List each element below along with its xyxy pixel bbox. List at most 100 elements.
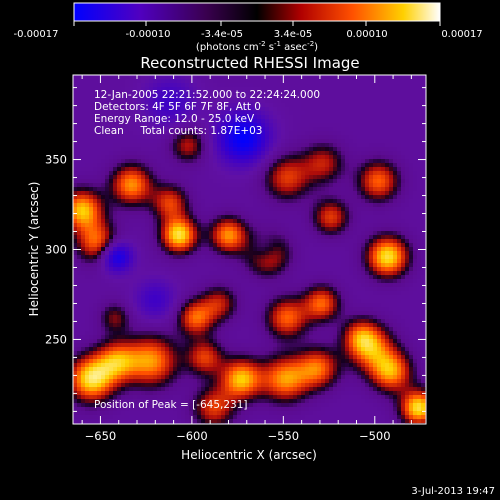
heatmap-cell bbox=[365, 239, 370, 244]
heatmap-cell bbox=[121, 263, 126, 268]
heatmap-cell bbox=[141, 107, 146, 112]
heatmap-cell bbox=[377, 195, 382, 200]
heatmap-cell bbox=[269, 263, 274, 268]
heatmap-cell bbox=[285, 247, 290, 252]
heatmap-cell bbox=[97, 279, 102, 284]
heatmap-cell bbox=[201, 119, 206, 124]
heatmap-cell bbox=[393, 103, 398, 108]
heatmap-cell bbox=[221, 91, 226, 96]
heatmap-cell bbox=[197, 231, 202, 236]
heatmap-cell bbox=[277, 139, 282, 144]
heatmap-cell bbox=[297, 275, 302, 280]
heatmap-cell bbox=[317, 171, 322, 176]
heatmap-cell bbox=[81, 79, 86, 84]
heatmap-cell bbox=[129, 131, 134, 136]
heatmap-cell bbox=[93, 271, 98, 276]
heatmap-cell bbox=[245, 191, 250, 196]
heatmap-cell bbox=[229, 231, 234, 236]
heatmap-cell bbox=[389, 291, 394, 296]
heatmap-cell bbox=[77, 295, 82, 300]
heatmap-cell bbox=[77, 287, 82, 292]
heatmap-cell bbox=[189, 275, 194, 280]
heatmap-cell bbox=[365, 75, 370, 80]
heatmap-cell bbox=[209, 215, 214, 220]
heatmap-cell bbox=[357, 151, 362, 156]
heatmap-cell bbox=[245, 215, 250, 220]
heatmap-cell bbox=[101, 223, 106, 228]
heatmap-cell bbox=[169, 271, 174, 276]
heatmap-cell bbox=[153, 223, 158, 228]
heatmap-cell bbox=[153, 155, 158, 160]
heatmap-cell bbox=[185, 295, 190, 300]
heatmap-cell bbox=[409, 139, 414, 144]
heatmap-cell bbox=[169, 103, 174, 108]
heatmap-cell bbox=[77, 263, 82, 268]
heatmap-cell bbox=[353, 103, 358, 108]
heatmap-cell bbox=[321, 163, 326, 168]
heatmap-cell bbox=[357, 199, 362, 204]
heatmap-cell bbox=[141, 91, 146, 96]
heatmap-cell bbox=[297, 115, 302, 120]
heatmap-cell bbox=[185, 171, 190, 176]
heatmap-cell bbox=[389, 195, 394, 200]
heatmap-cell bbox=[161, 91, 166, 96]
heatmap-cell bbox=[385, 159, 390, 164]
heatmap-cell bbox=[209, 295, 214, 300]
heatmap-cell bbox=[197, 127, 202, 132]
heatmap-cell bbox=[185, 95, 190, 100]
heatmap-cell bbox=[349, 167, 354, 172]
heatmap-cell bbox=[309, 171, 314, 176]
heatmap-cell bbox=[369, 275, 374, 280]
heatmap-cell bbox=[353, 111, 358, 116]
heatmap-cell bbox=[137, 91, 142, 96]
heatmap-cell bbox=[189, 115, 194, 120]
heatmap-cell bbox=[405, 207, 410, 212]
heatmap-cell bbox=[237, 99, 242, 104]
heatmap-cell bbox=[405, 139, 410, 144]
heatmap-cell bbox=[129, 75, 134, 80]
heatmap-cell bbox=[185, 127, 190, 132]
heatmap-cell bbox=[241, 119, 246, 124]
heatmap-cell bbox=[181, 271, 186, 276]
heatmap-cell bbox=[277, 171, 282, 176]
heatmap-cell bbox=[133, 195, 138, 200]
heatmap-cell bbox=[117, 215, 122, 220]
heatmap-cell bbox=[169, 111, 174, 116]
heatmap-cell bbox=[329, 183, 334, 188]
heatmap-cell bbox=[389, 123, 394, 128]
heatmap-cell bbox=[165, 255, 170, 260]
heatmap-cell bbox=[209, 191, 214, 196]
heatmap-cell bbox=[353, 183, 358, 188]
heatmap-cell bbox=[253, 95, 258, 100]
heatmap-cell bbox=[273, 199, 278, 204]
heatmap-cell bbox=[125, 235, 130, 240]
heatmap-cell bbox=[241, 263, 246, 268]
heatmap-cell bbox=[177, 135, 182, 140]
heatmap-cell bbox=[313, 271, 318, 276]
heatmap-cell bbox=[81, 235, 86, 240]
heatmap-cell bbox=[389, 187, 394, 192]
heatmap-cell bbox=[341, 243, 346, 248]
heatmap-cell bbox=[301, 207, 306, 212]
heatmap-cell bbox=[81, 195, 86, 200]
heatmap-cell bbox=[73, 91, 78, 96]
heatmap-cell bbox=[249, 127, 254, 132]
heatmap-cell bbox=[209, 143, 214, 148]
heatmap-cell bbox=[121, 227, 126, 232]
heatmap-cell bbox=[109, 275, 114, 280]
heatmap-cell bbox=[169, 107, 174, 112]
heatmap-cell bbox=[89, 95, 94, 100]
heatmap-cell bbox=[357, 207, 362, 212]
heatmap-cell bbox=[201, 247, 206, 252]
heatmap-cell bbox=[257, 151, 262, 156]
heatmap-cell bbox=[185, 223, 190, 228]
heatmap-cell bbox=[297, 123, 302, 128]
heatmap-cell bbox=[305, 107, 310, 112]
heatmap-cell bbox=[285, 111, 290, 116]
heatmap-cell bbox=[161, 95, 166, 100]
heatmap-cell bbox=[285, 207, 290, 212]
heatmap-cell bbox=[157, 159, 162, 164]
heatmap-cell bbox=[181, 255, 186, 260]
heatmap-cell bbox=[297, 139, 302, 144]
heatmap-cell bbox=[181, 223, 186, 228]
